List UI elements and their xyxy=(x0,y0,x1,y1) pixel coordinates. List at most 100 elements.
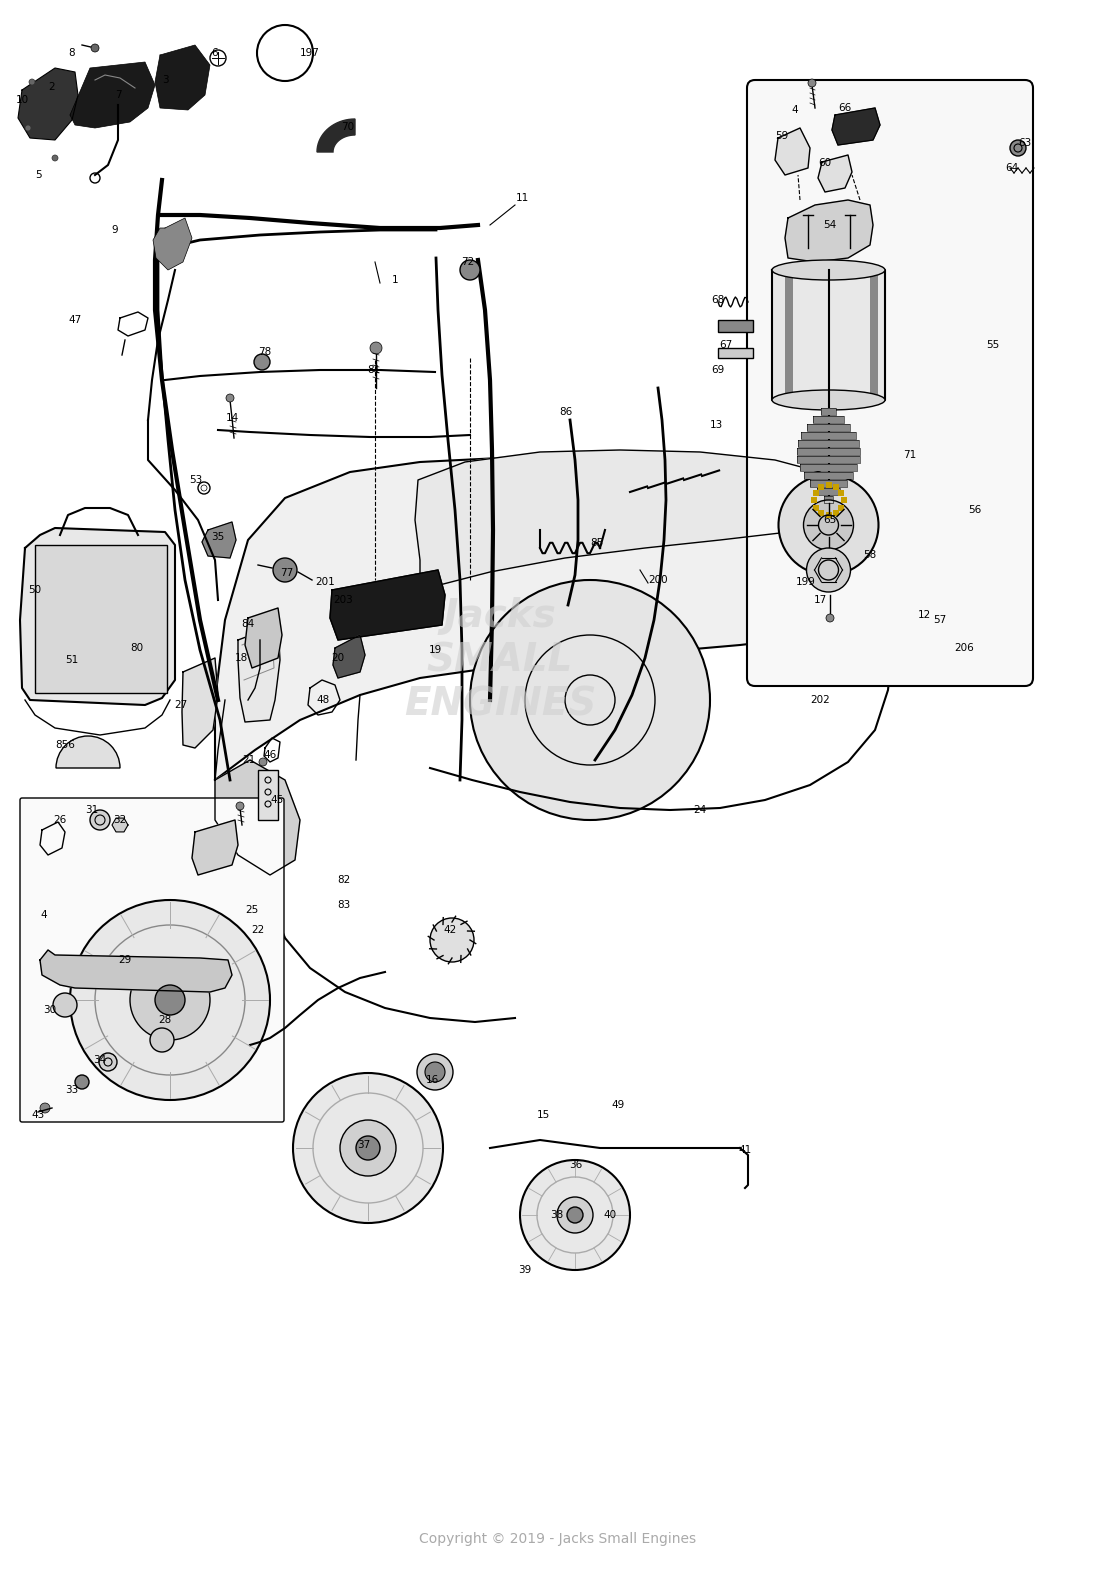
Text: 203: 203 xyxy=(333,595,352,606)
Polygon shape xyxy=(333,636,365,678)
Text: 10: 10 xyxy=(16,95,29,106)
Text: 8: 8 xyxy=(69,47,76,58)
Polygon shape xyxy=(833,509,838,516)
Text: 12: 12 xyxy=(918,610,931,620)
Polygon shape xyxy=(818,155,852,192)
Text: 36: 36 xyxy=(570,1161,583,1170)
Circle shape xyxy=(430,918,474,962)
Text: 21: 21 xyxy=(242,755,255,765)
Polygon shape xyxy=(811,497,816,503)
Text: 56: 56 xyxy=(968,505,981,516)
Circle shape xyxy=(40,1102,50,1113)
Text: 28: 28 xyxy=(158,1016,172,1025)
Polygon shape xyxy=(20,528,175,705)
Circle shape xyxy=(91,44,99,52)
Text: 20: 20 xyxy=(331,653,345,662)
Circle shape xyxy=(259,759,266,766)
Polygon shape xyxy=(818,509,824,516)
Text: 29: 29 xyxy=(118,956,132,965)
Polygon shape xyxy=(785,274,793,394)
Polygon shape xyxy=(813,489,818,495)
Text: 64: 64 xyxy=(1006,162,1019,173)
Text: 39: 39 xyxy=(518,1265,532,1274)
Text: 35: 35 xyxy=(212,531,224,542)
Text: 68: 68 xyxy=(711,295,725,304)
Polygon shape xyxy=(415,449,850,590)
Text: 33: 33 xyxy=(66,1085,79,1094)
Text: 1: 1 xyxy=(391,274,398,285)
Polygon shape xyxy=(112,818,128,833)
Circle shape xyxy=(155,986,185,1016)
Polygon shape xyxy=(816,487,841,495)
Text: 202: 202 xyxy=(811,695,830,705)
Text: 3: 3 xyxy=(162,76,168,85)
Text: 32: 32 xyxy=(114,815,127,825)
Text: 71: 71 xyxy=(903,449,917,460)
Polygon shape xyxy=(797,456,860,464)
Circle shape xyxy=(236,803,244,811)
Polygon shape xyxy=(824,497,833,503)
Text: 60: 60 xyxy=(818,158,832,169)
Circle shape xyxy=(808,79,816,87)
Polygon shape xyxy=(330,569,445,640)
Text: 206: 206 xyxy=(954,643,973,653)
Text: 9: 9 xyxy=(112,226,118,235)
Polygon shape xyxy=(18,68,78,140)
Text: 200: 200 xyxy=(648,576,668,585)
Polygon shape xyxy=(202,522,236,558)
Text: 37: 37 xyxy=(358,1140,370,1150)
Polygon shape xyxy=(182,658,219,747)
Polygon shape xyxy=(870,274,878,394)
Text: 78: 78 xyxy=(259,347,272,356)
Text: 67: 67 xyxy=(719,341,733,350)
Polygon shape xyxy=(832,107,880,145)
Polygon shape xyxy=(70,62,155,128)
Text: Copyright © 2019 - Jacks Small Engines: Copyright © 2019 - Jacks Small Engines xyxy=(419,1531,696,1545)
Text: 85: 85 xyxy=(590,538,603,547)
Polygon shape xyxy=(785,200,873,262)
Circle shape xyxy=(826,613,834,621)
Text: 34: 34 xyxy=(94,1055,107,1064)
FancyBboxPatch shape xyxy=(20,798,284,1121)
Text: 197: 197 xyxy=(300,47,320,58)
Ellipse shape xyxy=(772,260,885,281)
Text: 57: 57 xyxy=(933,615,947,624)
Bar xyxy=(718,349,753,358)
Polygon shape xyxy=(833,484,838,490)
Polygon shape xyxy=(825,513,832,517)
Circle shape xyxy=(151,1028,174,1052)
Text: 27: 27 xyxy=(174,700,187,710)
Polygon shape xyxy=(237,624,280,722)
Circle shape xyxy=(1010,140,1026,156)
Polygon shape xyxy=(804,472,853,479)
Text: 38: 38 xyxy=(551,1210,563,1221)
Text: 48: 48 xyxy=(317,695,330,705)
Circle shape xyxy=(130,960,210,1039)
Polygon shape xyxy=(155,46,210,110)
Text: 42: 42 xyxy=(444,926,457,935)
Polygon shape xyxy=(809,479,847,487)
Polygon shape xyxy=(818,484,824,490)
Text: 199: 199 xyxy=(796,577,816,587)
Polygon shape xyxy=(775,128,809,175)
Polygon shape xyxy=(40,949,232,992)
Text: 49: 49 xyxy=(611,1101,624,1110)
Text: 7: 7 xyxy=(115,90,122,99)
Circle shape xyxy=(54,994,77,1017)
Polygon shape xyxy=(802,432,855,438)
Polygon shape xyxy=(215,760,300,875)
Circle shape xyxy=(356,1135,380,1161)
Text: 201: 201 xyxy=(316,577,334,587)
Text: 83: 83 xyxy=(338,900,350,910)
Text: 856: 856 xyxy=(55,740,75,751)
Text: 43: 43 xyxy=(31,1110,45,1120)
Text: 22: 22 xyxy=(251,926,264,935)
Circle shape xyxy=(52,155,58,161)
Text: Jacks
SMALL
ENGINES: Jacks SMALL ENGINES xyxy=(404,598,597,722)
Text: 55: 55 xyxy=(987,341,1000,350)
Text: 13: 13 xyxy=(709,419,723,431)
Circle shape xyxy=(425,1061,445,1082)
Wedge shape xyxy=(56,736,120,768)
Circle shape xyxy=(293,1072,443,1224)
Text: 58: 58 xyxy=(863,550,876,560)
